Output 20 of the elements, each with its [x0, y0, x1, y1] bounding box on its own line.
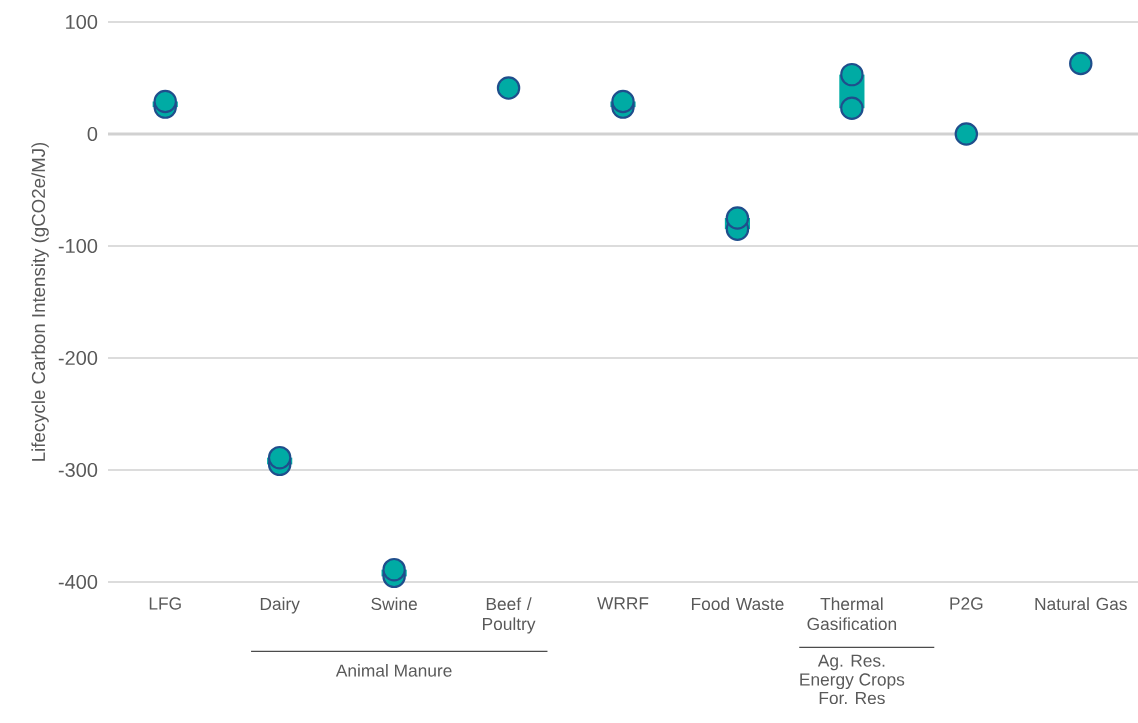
y-tick-label: -200: [58, 350, 98, 366]
y-tick-label: -100: [58, 238, 98, 254]
x-tick-label: Natural Gas: [1035, 597, 1127, 611]
x-tick-label: P2G: [950, 597, 983, 610]
y-tick-label: 0: [87, 126, 98, 142]
x-tick-label: Swine: [371, 597, 417, 611]
x-tick-label: Thermal Gasification: [807, 597, 897, 631]
text: Energy Crops: [800, 673, 905, 690]
x-tick-label: Food Waste: [691, 597, 784, 611]
text: For. Res: [819, 692, 885, 705]
text: Animal Manure: [335, 664, 452, 677]
y-tick-label: -400: [58, 574, 98, 590]
y-tick-label: 100: [66, 14, 98, 30]
x-tick-label: LFG: [149, 597, 181, 610]
y-tick-label: -300: [58, 462, 98, 478]
text: Ag. Res.: [817, 654, 885, 671]
x-tick-label: Beef / Poultry: [483, 597, 536, 634]
x-tick-label: WRRF: [597, 597, 649, 610]
x-tick-label: Dairy: [260, 597, 300, 614]
y-axis-title: Lifecycle Carbon Intensity (gCO2e/MJ): [31, 142, 49, 461]
